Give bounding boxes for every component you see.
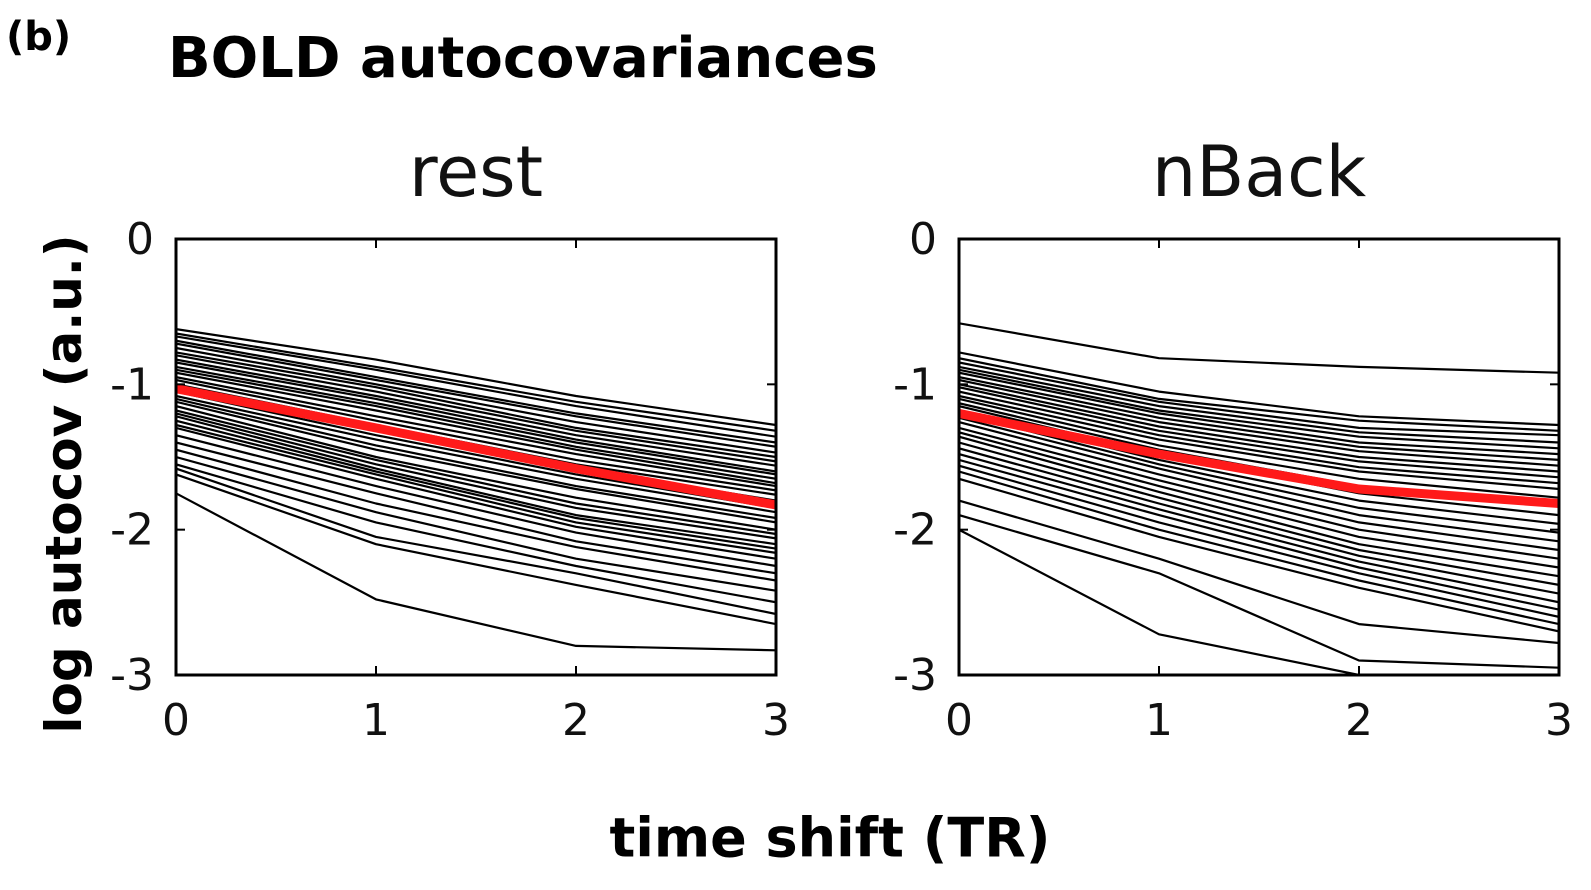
series-line-32 [176,455,776,592]
series-line-14 [959,397,1559,499]
y-tick-label: -3 [893,650,937,701]
series-line-26 [176,419,776,550]
series-line-2 [959,351,1559,427]
series-line-10 [959,383,1559,473]
series-line-33 [959,528,1390,675]
series-line-24 [176,412,776,540]
series-line-20 [176,397,776,520]
series-line-12 [959,390,1559,485]
panel-title: rest [409,131,543,213]
series-line-14 [176,376,776,488]
series-line-10 [176,361,776,473]
series-line-4 [176,339,776,444]
series-line-21 [959,426,1559,560]
x-tick-label: 2 [1345,695,1373,746]
y-tick-label: -2 [110,505,154,556]
series-line-1 [959,322,1559,374]
series-line-11 [959,386,1559,479]
series-line-30 [959,477,1559,633]
series-line-5 [959,365,1559,444]
series-line-9 [959,378,1559,467]
series-line-31 [176,448,776,582]
series-group [176,328,776,652]
series-line-21 [176,400,776,524]
series-line-30 [176,441,776,575]
series-line-22 [959,431,1559,569]
series-line-9 [176,358,776,467]
y-tick-label: -3 [110,650,154,701]
series-line-8 [176,354,776,463]
series-line-6 [959,368,1559,450]
panel-title: nBack [1152,131,1367,213]
x-tick-label: 1 [362,695,390,746]
panel-nback: nBack 0 1 2 3 0 -1 -2 -3 [893,131,1573,746]
x-axis-label: time shift (TR) [609,806,1051,870]
series-line-12 [176,368,776,480]
series-line-3 [176,335,776,438]
x-tick-label: 1 [1145,695,1173,746]
mean-line [176,384,776,510]
series-line-28 [959,464,1559,618]
series-line-25 [959,447,1559,595]
y-tick-label: -1 [110,359,154,410]
x-tick-label: 3 [762,695,790,746]
series-group [959,322,1559,675]
mean-line [959,408,1559,508]
panel-label: (b) [6,14,72,60]
x-tick-label: 0 [945,695,973,746]
series-line-28 [176,426,776,560]
series-line-26 [959,453,1559,604]
series-line-29 [959,470,1559,626]
series-line-23 [176,409,776,536]
figure-title: BOLD autocovariances [168,26,878,91]
series-line-20 [959,421,1559,552]
series-line-25 [176,415,776,546]
series-line-24 [959,441,1559,586]
x-tick-label: 3 [1545,695,1573,746]
series-line-7 [959,371,1559,456]
series-line-11 [176,365,776,476]
series-line-27 [959,458,1559,611]
series-line-4 [959,361,1559,437]
y-tick-label: -1 [893,359,937,410]
series-line-22 [176,405,776,531]
series-line-19 [176,394,776,514]
series-line-18 [959,412,1559,534]
series-line-8 [959,376,1559,461]
series-line-34 [176,467,776,616]
panel-rest: rest 0 1 2 3 0 -1 -2 -3 [110,131,790,746]
series-line-7 [176,351,776,459]
axes-box [174,237,778,677]
series-line-19 [959,416,1559,543]
y-tick-label: 0 [909,214,937,265]
series-line-3 [959,357,1559,432]
series-line-31 [959,499,1559,645]
series-line-6 [176,346,776,454]
y-tick-label: 0 [126,214,154,265]
series-line-33 [176,463,776,604]
axes-box [957,237,1561,677]
series-line-35 [176,473,776,626]
series-line-15 [176,378,776,492]
series-line-29 [176,434,776,568]
series-line-36 [176,492,776,652]
y-tick-label: -2 [893,505,937,556]
series-line-13 [176,371,776,485]
series-line-13 [959,394,1559,491]
x-tick-label: 2 [562,695,590,746]
series-line-1 [176,328,776,427]
series-line-23 [959,435,1559,578]
series-line-32 [959,514,1559,669]
series-line-2 [176,332,776,432]
series-line-5 [176,342,776,448]
series-line-27 [176,423,776,554]
x-tick-label: 0 [162,695,190,746]
